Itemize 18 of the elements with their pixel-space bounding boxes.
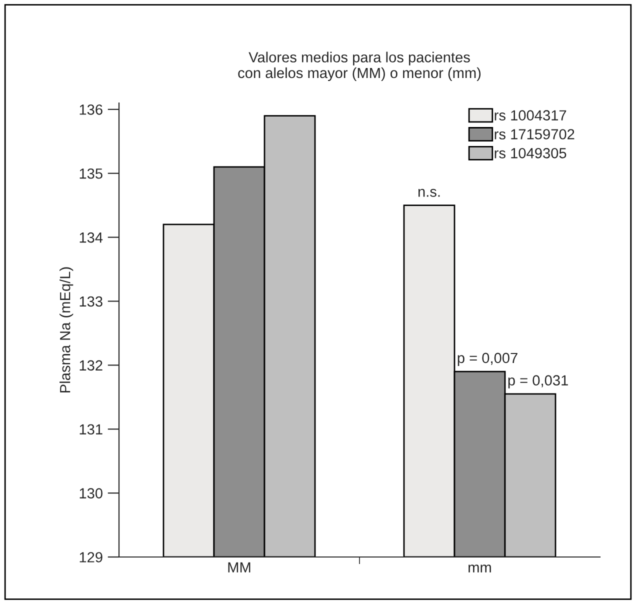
y-tick-label: 131 — [80, 424, 102, 435]
y-tick-label: 130 — [80, 488, 102, 498]
y-tick-label: 136 — [80, 104, 102, 115]
legend-label: rs 17159702 — [494, 129, 574, 140]
annotation: p = 0,031 — [508, 375, 568, 388]
chart-title: Valores medios para los pacientes con alelos mayor (MM) o menor (mm) — [238, 52, 481, 82]
y-tick-label: 129 — [80, 552, 102, 562]
legend-label: rs 1049305 — [494, 148, 566, 158]
x-tick-label: mm — [468, 564, 491, 572]
y-tick-label: 133 — [80, 296, 102, 307]
x-tick-label: MM — [228, 562, 250, 572]
annotation: n.s. — [418, 188, 440, 197]
y-tick-label: 134 — [80, 232, 103, 243]
legend-label: rs 1004317 — [494, 110, 566, 120]
annotation: p = 0,007 — [458, 352, 518, 366]
y-tick-label: 132 — [80, 360, 102, 371]
y-tick-label: 135 — [80, 168, 102, 179]
y-axis-title: Plasma Na (mEq/L) — [60, 267, 74, 392]
